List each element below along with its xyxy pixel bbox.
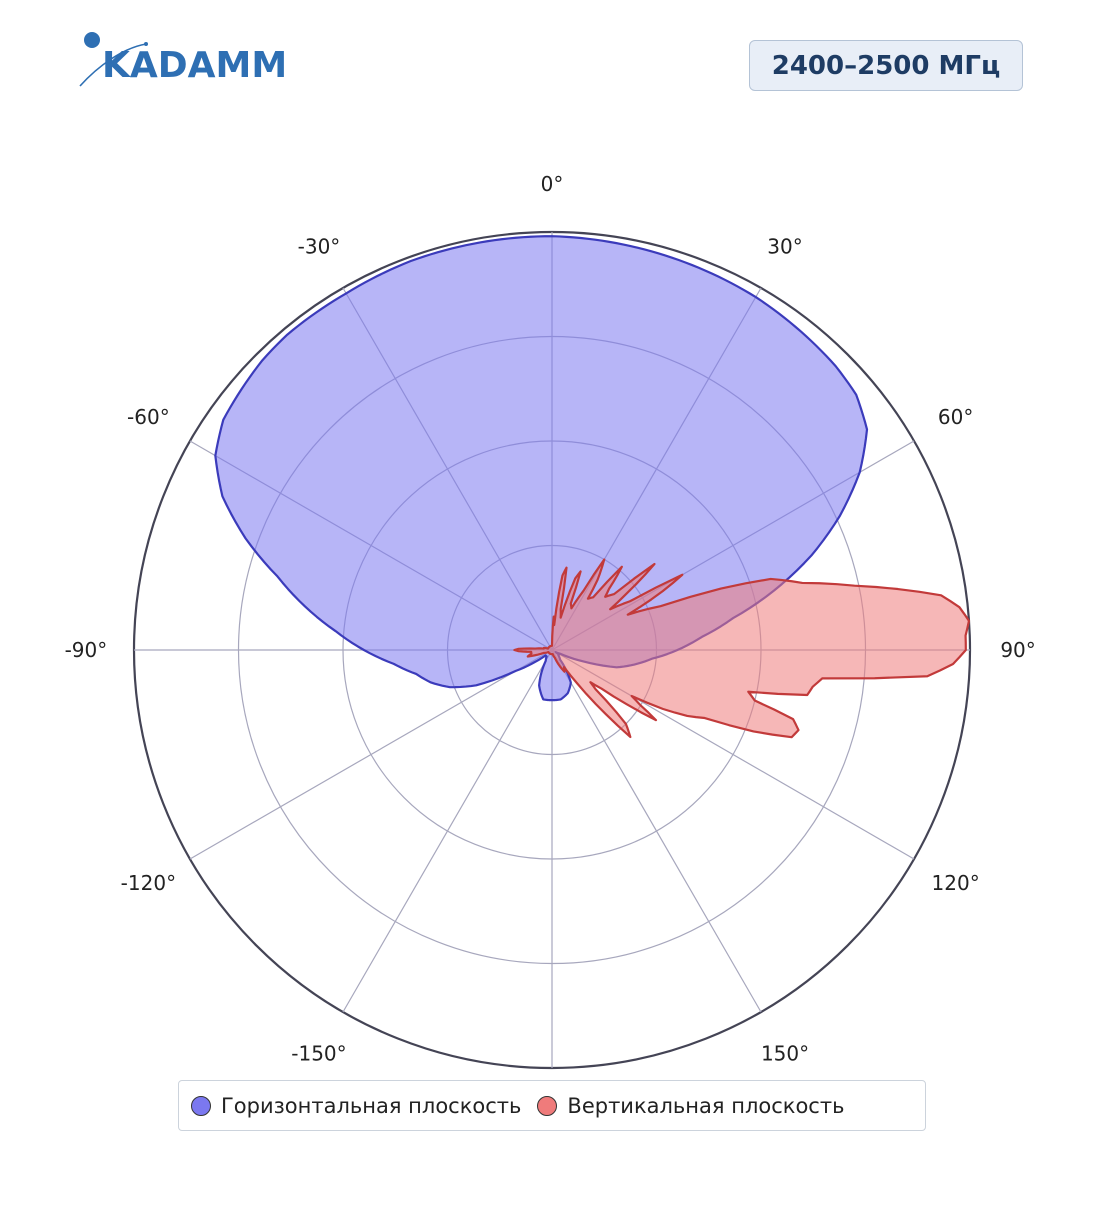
polar-grid-spoke bbox=[342, 649, 553, 1013]
angle-tick-label: 60° bbox=[938, 405, 973, 429]
angle-tick-label: 90° bbox=[1000, 638, 1035, 662]
angle-tick-label: -90° bbox=[65, 638, 108, 662]
kadamm-logo: KADAMM bbox=[78, 26, 288, 94]
chart-legend: Горизонтальная плоскость Вертикальная пл… bbox=[178, 1080, 926, 1131]
frequency-band-badge: 2400–2500 МГц bbox=[749, 40, 1023, 91]
polar-grid-spoke bbox=[551, 649, 762, 1013]
legend-item-vertical: Вертикальная плоскость bbox=[537, 1094, 844, 1118]
legend-label-horizontal: Горизонтальная плоскость bbox=[221, 1093, 522, 1118]
angular-axis: 0° 30° 60° 90° 120° 150° -150° -120° -90° -60° -30… bbox=[65, 172, 1036, 1066]
logo-mark-icon bbox=[79, 32, 148, 87]
legend-item-horizontal: Горизонтальная плоскость bbox=[191, 1094, 521, 1118]
legend-swatch-vertical-icon bbox=[537, 1095, 558, 1116]
series-area-horizontal bbox=[214, 235, 869, 702]
legend-swatch-horizontal-icon bbox=[191, 1095, 211, 1116]
angle-tick-label: -60° bbox=[127, 405, 170, 429]
angle-tick-label: -30° bbox=[298, 234, 341, 258]
polar-grid-spoke bbox=[189, 649, 553, 860]
logo-text: KADAMM bbox=[102, 45, 288, 86]
series-layer bbox=[214, 235, 971, 739]
angle-tick-label: -150° bbox=[291, 1042, 346, 1066]
radiation-pattern-chart: 0° 30° 60° 90° 120° 150° -150° -120° -90° -60° -30… bbox=[65, 172, 1036, 1070]
angle-tick-label: 150° bbox=[761, 1042, 809, 1066]
angle-tick-label: -120° bbox=[121, 871, 176, 895]
series-area-vertical bbox=[513, 558, 971, 739]
legend-label-vertical: Вертикальная плоскость bbox=[567, 1093, 845, 1118]
angle-tick-label: 120° bbox=[932, 871, 980, 895]
angle-tick-label: 30° bbox=[767, 234, 802, 258]
angle-tick-label: 0° bbox=[541, 172, 564, 196]
